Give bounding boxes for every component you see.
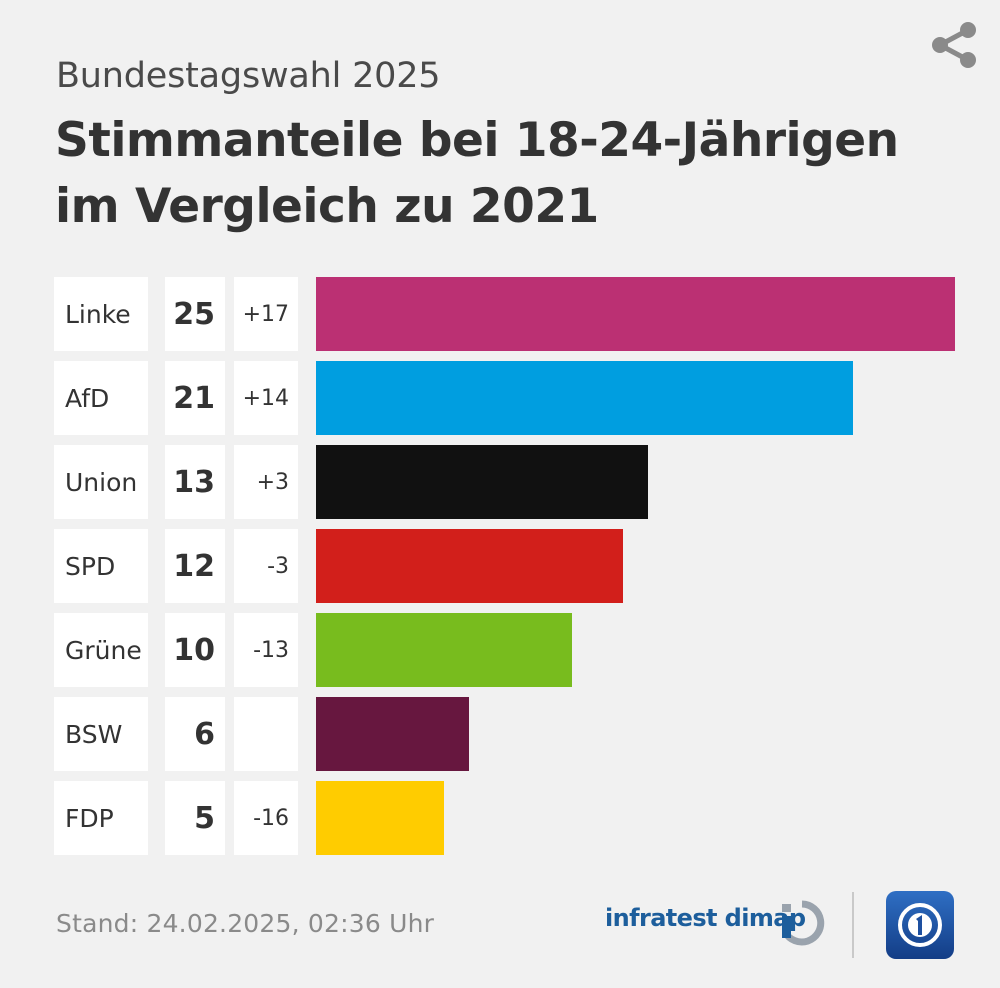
vote-share-value: 12 bbox=[165, 529, 225, 603]
bar-union bbox=[316, 445, 648, 519]
change-value: +14 bbox=[234, 361, 298, 435]
bar-afd bbox=[316, 361, 853, 435]
vote-share-value: 13 bbox=[165, 445, 225, 519]
bar-row-afd: AfD 21 +14 bbox=[0, 361, 1000, 435]
share-icon[interactable] bbox=[926, 16, 984, 74]
party-label: BSW bbox=[54, 697, 148, 771]
party-label: Grüne bbox=[54, 613, 148, 687]
bar-linke bbox=[316, 277, 955, 351]
vote-share-value: 5 bbox=[165, 781, 225, 855]
chart-subtitle: Bundestagswahl 2025 bbox=[56, 56, 441, 96]
bar-spd bbox=[316, 529, 623, 603]
bar-row-linke: Linke 25 +17 bbox=[0, 277, 1000, 351]
bar-grüne bbox=[316, 613, 572, 687]
chart-title-line-1: Stimmanteile bei 18-24-Jährigen bbox=[55, 113, 899, 168]
party-label: Linke bbox=[54, 277, 148, 351]
change-value: +3 bbox=[234, 445, 298, 519]
vote-share-value: 6 bbox=[165, 697, 225, 771]
vote-share-value: 21 bbox=[165, 361, 225, 435]
chart-title: Stimmanteile bei 18-24-Jährigen im Vergl… bbox=[55, 108, 915, 240]
bar-row-fdp: FDP 5 -16 bbox=[0, 781, 1000, 855]
bar-bsw bbox=[316, 697, 469, 771]
change-value bbox=[234, 697, 298, 771]
bar-row-bsw: BSW 6 bbox=[0, 697, 1000, 771]
change-value: -3 bbox=[234, 529, 298, 603]
change-value: -16 bbox=[234, 781, 298, 855]
bar-fdp bbox=[316, 781, 444, 855]
source-label: infratest dimap bbox=[605, 904, 806, 932]
infratest-dimap-logo-icon bbox=[781, 900, 825, 946]
party-label: Union bbox=[54, 445, 148, 519]
chart-title-line-2: im Vergleich zu 2021 bbox=[55, 179, 599, 234]
ard-logo-icon bbox=[886, 891, 954, 959]
party-label: AfD bbox=[54, 361, 148, 435]
party-label: FDP bbox=[54, 781, 148, 855]
vote-share-value: 25 bbox=[165, 277, 225, 351]
change-value: -13 bbox=[234, 613, 298, 687]
bar-row-grüne: Grüne 10 -13 bbox=[0, 613, 1000, 687]
party-label: SPD bbox=[54, 529, 148, 603]
footer-divider bbox=[852, 892, 854, 958]
change-value: +17 bbox=[234, 277, 298, 351]
vote-share-value: 10 bbox=[165, 613, 225, 687]
bar-row-spd: SPD 12 -3 bbox=[0, 529, 1000, 603]
timestamp-label: Stand: 24.02.2025, 02:36 Uhr bbox=[56, 909, 435, 938]
bar-row-union: Union 13 +3 bbox=[0, 445, 1000, 519]
